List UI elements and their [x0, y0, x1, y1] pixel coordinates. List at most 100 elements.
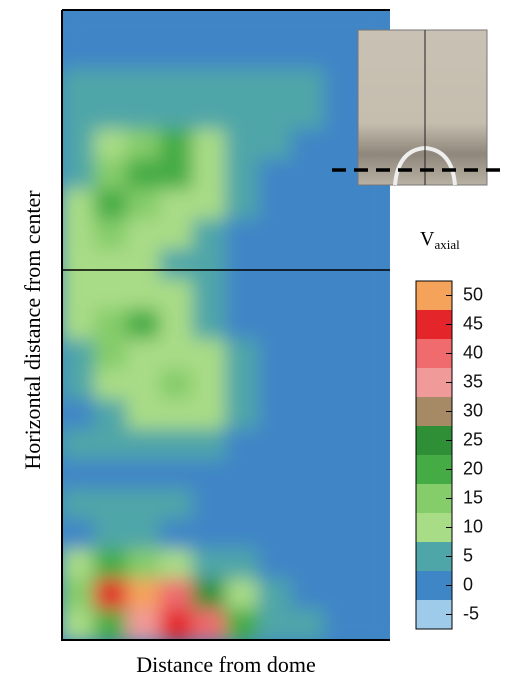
field-cell [356, 219, 390, 251]
field-cell [225, 279, 260, 311]
field-cell [62, 579, 96, 611]
field-cell [126, 399, 162, 431]
field-cell [159, 549, 195, 581]
field-cell [159, 309, 195, 341]
field-cell [192, 249, 227, 281]
field-cell [62, 249, 96, 281]
field-cell [290, 609, 326, 640]
field-cell [93, 609, 129, 640]
field-cell [192, 579, 227, 611]
field-cell [290, 519, 326, 551]
field-cell [126, 10, 162, 41]
field-cell [192, 609, 227, 640]
field-cell [192, 39, 227, 71]
field-cell [93, 279, 129, 311]
field-cell [257, 39, 293, 71]
field-cell [62, 159, 96, 191]
field-cell [159, 159, 195, 191]
field-cell [62, 429, 96, 461]
field-cell [323, 579, 359, 611]
field-cell [290, 279, 326, 311]
field-cell [225, 579, 260, 611]
field-cell [126, 159, 162, 191]
field-cell [62, 10, 96, 41]
field-cell [192, 10, 227, 41]
field-cell [126, 39, 162, 71]
field-cell [192, 369, 227, 401]
colorbar-tick-label: 20 [463, 458, 483, 478]
field-cell [192, 219, 227, 251]
field-cell [159, 369, 195, 401]
field-cell [93, 99, 129, 131]
field-cell [159, 219, 195, 251]
field-cell [62, 369, 96, 401]
field-cell [323, 189, 359, 221]
y-axis-label: Horizontal distance from center [20, 190, 45, 470]
colorbar-tick-label: 35 [463, 371, 483, 391]
field-cell [192, 399, 227, 431]
field-cell [323, 339, 359, 371]
field-cell [126, 69, 162, 101]
field-cell [192, 189, 227, 221]
field-cell [62, 69, 96, 101]
field-cell [93, 489, 129, 521]
field-cell [290, 219, 326, 251]
field-cell [257, 159, 293, 191]
contour-field [62, 10, 390, 640]
field-cell [159, 189, 195, 221]
field-cell [257, 489, 293, 521]
field-cell [159, 399, 195, 431]
field-cell [290, 549, 326, 581]
field-cell [225, 129, 260, 161]
field-cell [356, 189, 390, 221]
field-cell [323, 99, 359, 131]
colorbar-tick-label: 0 [463, 574, 473, 594]
field-cell [225, 459, 260, 491]
field-cell [62, 519, 96, 551]
field-cell [62, 189, 96, 221]
field-cell [257, 369, 293, 401]
field-cell [93, 579, 129, 611]
field-cell [257, 69, 293, 101]
field-cell [159, 579, 195, 611]
field-cell [192, 519, 227, 551]
field-cell [93, 129, 129, 161]
field-cell [323, 129, 359, 161]
field-cell [159, 99, 195, 131]
colorbar-tick-label: 40 [463, 342, 483, 362]
colorbar-frame [415, 280, 453, 630]
field-cell [323, 159, 359, 191]
field-cell [257, 549, 293, 581]
field-cell [225, 489, 260, 521]
field-cell [356, 279, 390, 311]
field-cell [356, 489, 390, 521]
field-cell [126, 309, 162, 341]
field-cell [257, 219, 293, 251]
field-cell [257, 309, 293, 341]
field-cell [257, 129, 293, 161]
plot-frame [61, 9, 390, 641]
field-cell [126, 429, 162, 461]
field-cell [126, 219, 162, 251]
field-cell [257, 579, 293, 611]
field-cell [257, 249, 293, 281]
field-cell [126, 519, 162, 551]
field-cell [225, 69, 260, 101]
field-cell [93, 519, 129, 551]
field-cell [93, 339, 129, 371]
field-cell [62, 339, 96, 371]
field-cell [159, 489, 195, 521]
field-cell [62, 99, 96, 131]
field-cell [93, 69, 129, 101]
field-cell [356, 519, 390, 551]
field-cell [356, 249, 390, 281]
field-cell [126, 189, 162, 221]
field-cell [192, 99, 227, 131]
field-cell [62, 549, 96, 581]
field-cell [159, 459, 195, 491]
field-cell [225, 429, 260, 461]
inset [332, 29, 500, 186]
field-cell [225, 189, 260, 221]
field-cell [323, 369, 359, 401]
field-cell [93, 309, 129, 341]
